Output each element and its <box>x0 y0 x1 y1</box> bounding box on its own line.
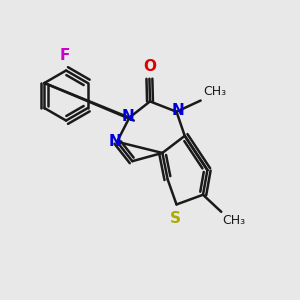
Text: N: N <box>122 109 134 124</box>
Text: F: F <box>59 48 70 63</box>
Text: N: N <box>172 103 184 118</box>
Text: N: N <box>108 134 121 149</box>
Text: O: O <box>143 59 157 74</box>
Text: S: S <box>169 211 181 226</box>
Text: CH₃: CH₃ <box>203 85 226 98</box>
Text: CH₃: CH₃ <box>223 214 246 227</box>
